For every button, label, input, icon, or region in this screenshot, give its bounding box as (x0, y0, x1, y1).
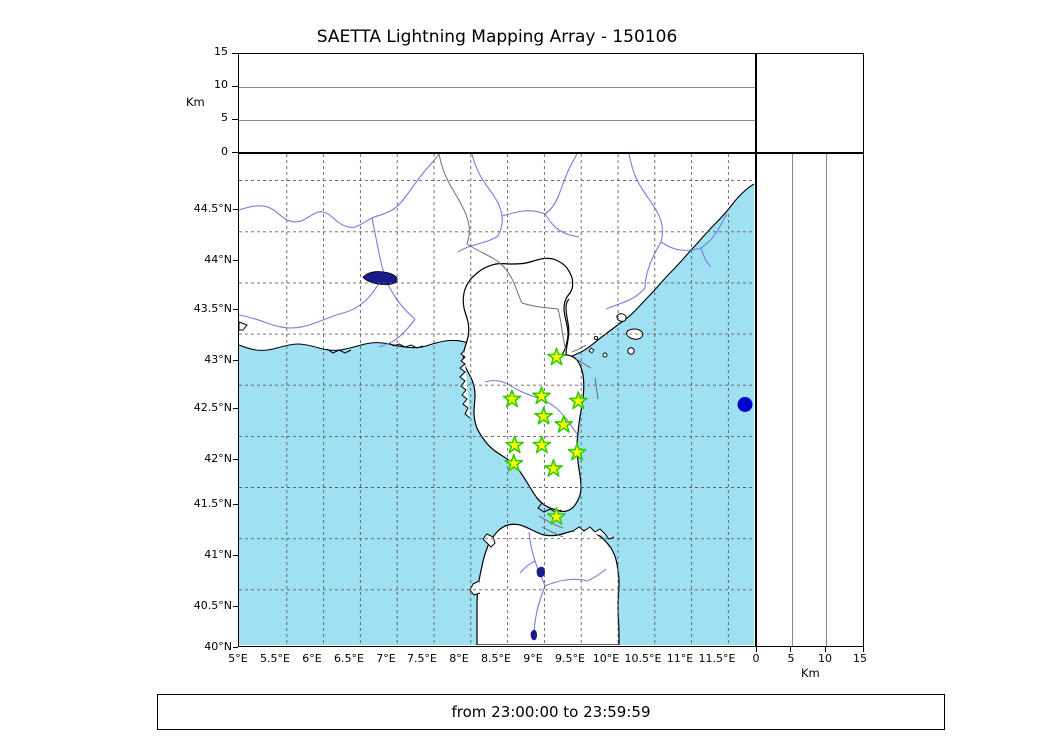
tickmark-right-15 (862, 647, 864, 652)
tickmark-lat-44 (233, 259, 238, 261)
tick-label-lat-42: 42°N (204, 452, 232, 465)
tick-label-right-5: 5 (787, 652, 795, 665)
tick-label-lon-5p5: 5.5°E (260, 652, 290, 665)
map-graphic (239, 154, 754, 645)
tickmark-lat-40 (233, 646, 238, 648)
tickmark-right-10 (824, 647, 826, 652)
panel-geographic-map[interactable] (238, 153, 756, 647)
tick-label-right-15: 15 (853, 652, 867, 665)
tickmark-right-0 (755, 647, 757, 652)
tick-label-right-10: 10 (818, 652, 832, 665)
tick-label-lat-44: 44°N (204, 253, 232, 266)
tick-label-lon-5: 5°E (228, 652, 248, 665)
tickmark-lat-44p5 (233, 208, 238, 210)
tick-label-y-top-5: 5 (221, 111, 228, 124)
panel-altitude-vs-latitude[interactable] (756, 153, 864, 647)
network-center-marker (737, 397, 753, 412)
tick-label-lon-10: 10°E (592, 652, 620, 665)
tickmark-lat-40p5 (233, 605, 238, 607)
tickmark-lat-42 (233, 458, 238, 460)
tick-label-lat-43: 43°N (204, 353, 232, 366)
gridline-10km-vertical (826, 154, 828, 646)
tick-label-right-0: 0 (752, 652, 760, 665)
tick-label-lon-6: 6°E (302, 652, 322, 665)
page-title: SAETTA Lightning Mapping Array - 150106 (316, 27, 678, 47)
tick-label-y-top-0: 0 (221, 145, 228, 158)
panel-altitude-histogram[interactable] (756, 53, 864, 153)
lma-station-markers (502, 347, 588, 525)
tick-label-lat-42p5: 42.5°N (193, 401, 232, 414)
tick-label-lon-9p5: 9.5°E (555, 652, 585, 665)
tickmark-top-5 (232, 118, 238, 120)
tickmark-lat-41 (233, 554, 238, 556)
tick-label-lon-8: 8°E (449, 652, 469, 665)
tickmark-right-5 (790, 647, 792, 652)
tick-label-lat-43p5: 43.5°N (193, 302, 232, 315)
tick-label-lat-41p5: 41.5°N (193, 497, 232, 510)
tick-label-lat-41: 41°N (204, 548, 232, 561)
tick-label-lon-11: 11°E (666, 652, 694, 665)
tick-label-lon-7p5: 7.5°E (407, 652, 437, 665)
tick-label-lon-7: 7°E (376, 652, 396, 665)
tick-label-lat-40p5: 40.5°N (193, 599, 232, 612)
tick-label-lon-10p5: 10.5°E (624, 652, 662, 665)
tick-label-lat-40: 40°N (204, 640, 232, 653)
gridline-5km (239, 120, 755, 121)
tick-label-y-top-10: 10 (214, 78, 228, 91)
tickmark-top-10 (232, 85, 238, 87)
panel-altitude-vs-longitude[interactable] (238, 53, 756, 153)
time-range-box[interactable]: from 23:00:00 to 23:59:59 (157, 694, 945, 730)
tickmark-lat-41p5 (233, 503, 238, 505)
time-range-text: from 23:00:00 to 23:59:59 (451, 703, 651, 721)
gridline-5km-vertical (791, 154, 793, 646)
axis-label-km-bottom: Km (801, 666, 820, 680)
tick-label-y-top-15: 15 (214, 45, 228, 58)
tickmark-lat-43p5 (233, 308, 238, 310)
tickmark-top-0 (232, 151, 238, 154)
tickmark-lat-43 (233, 359, 238, 361)
tick-label-lon-8p5: 8.5°E (481, 652, 511, 665)
tick-label-lat-44p5: 44.5°N (193, 202, 232, 215)
tickmark-lat-42p5 (233, 407, 238, 409)
tickmark-top-15 (232, 52, 238, 55)
gridline-10km (239, 87, 755, 88)
tick-label-lon-6p5: 6.5°E (334, 652, 364, 665)
axis-label-km-left: Km (186, 95, 205, 109)
tick-label-lon-11p5: 11.5°E (698, 652, 736, 665)
tick-label-lon-9: 9°E (523, 652, 543, 665)
